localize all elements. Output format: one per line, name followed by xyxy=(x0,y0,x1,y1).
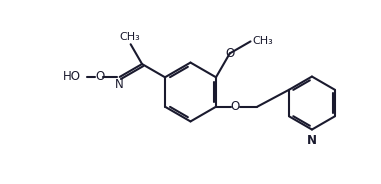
Text: O: O xyxy=(231,100,240,113)
Text: HO: HO xyxy=(63,70,81,83)
Text: N: N xyxy=(115,78,124,91)
Text: O: O xyxy=(225,47,234,60)
Text: CH₃: CH₃ xyxy=(119,32,140,43)
Text: O: O xyxy=(95,70,104,83)
Text: N: N xyxy=(307,134,317,147)
Text: CH₃: CH₃ xyxy=(252,36,273,46)
